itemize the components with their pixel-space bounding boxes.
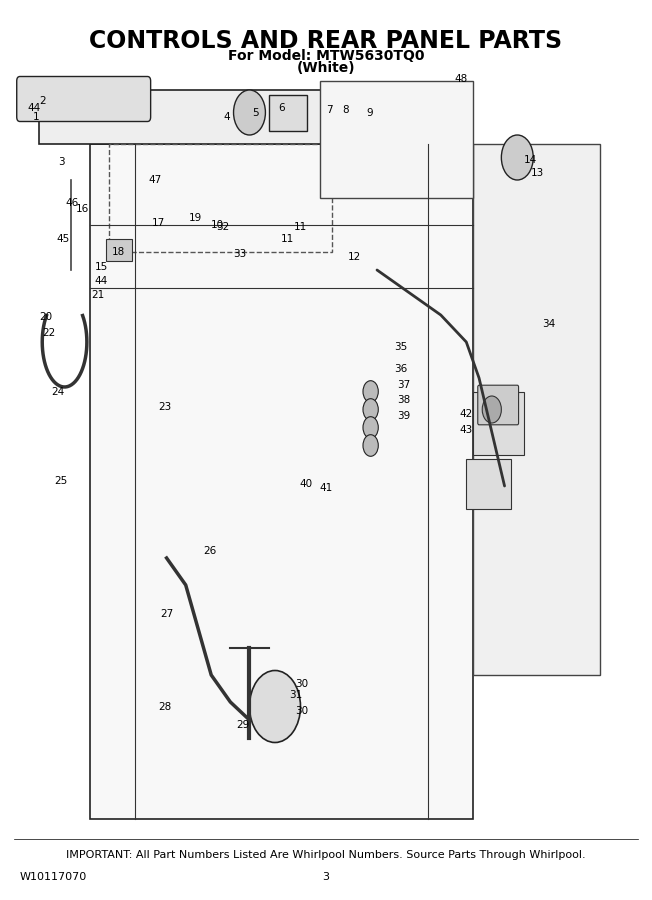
Text: 19: 19 <box>188 212 202 223</box>
Text: 24: 24 <box>52 386 65 397</box>
Text: 17: 17 <box>153 218 166 229</box>
Text: 41: 41 <box>319 482 333 493</box>
Text: 13: 13 <box>531 167 544 178</box>
FancyBboxPatch shape <box>17 76 151 122</box>
Text: 16: 16 <box>76 203 89 214</box>
Circle shape <box>250 670 301 742</box>
Text: 34: 34 <box>542 319 556 329</box>
Text: 15: 15 <box>95 262 108 273</box>
Text: 45: 45 <box>57 233 70 244</box>
Circle shape <box>363 381 378 402</box>
Text: 8: 8 <box>342 104 348 115</box>
Text: 30: 30 <box>295 679 308 689</box>
FancyBboxPatch shape <box>39 90 434 144</box>
FancyBboxPatch shape <box>466 459 511 508</box>
Text: 40: 40 <box>299 479 312 490</box>
Text: IMPORTANT: All Part Numbers Listed Are Whirlpool Numbers. Source Parts Through W: IMPORTANT: All Part Numbers Listed Are W… <box>67 850 585 860</box>
Text: 2: 2 <box>39 95 46 106</box>
Text: 5: 5 <box>252 107 259 118</box>
Text: 22: 22 <box>42 328 55 338</box>
Text: 11: 11 <box>281 233 294 244</box>
Text: 21: 21 <box>91 290 104 301</box>
Text: 32: 32 <box>216 221 230 232</box>
Text: 12: 12 <box>348 251 361 262</box>
Text: 7: 7 <box>326 104 333 115</box>
Text: 18: 18 <box>112 247 125 257</box>
Circle shape <box>233 90 265 135</box>
Text: 30: 30 <box>295 706 308 716</box>
Text: 20: 20 <box>39 311 52 322</box>
Text: (White): (White) <box>297 60 355 75</box>
Text: 23: 23 <box>158 401 172 412</box>
Text: 3: 3 <box>58 157 65 167</box>
Text: 26: 26 <box>203 545 216 556</box>
FancyBboxPatch shape <box>90 144 473 819</box>
Text: 43: 43 <box>460 425 473 436</box>
Text: For Model: MTW5630TQ0: For Model: MTW5630TQ0 <box>228 49 424 63</box>
FancyBboxPatch shape <box>478 385 518 425</box>
Text: 35: 35 <box>394 341 408 352</box>
Circle shape <box>363 435 378 456</box>
Text: 31: 31 <box>289 689 302 700</box>
Text: 39: 39 <box>397 410 410 421</box>
Text: 9: 9 <box>366 107 373 118</box>
Text: W10117070: W10117070 <box>20 872 87 883</box>
FancyBboxPatch shape <box>106 238 132 261</box>
Circle shape <box>482 396 501 423</box>
Text: 27: 27 <box>160 608 173 619</box>
Text: 10: 10 <box>211 220 224 230</box>
Text: 1: 1 <box>33 112 39 122</box>
Text: 14: 14 <box>524 155 537 166</box>
Circle shape <box>363 417 378 438</box>
FancyBboxPatch shape <box>269 94 307 130</box>
Text: 47: 47 <box>149 175 162 185</box>
FancyBboxPatch shape <box>319 81 473 198</box>
Text: 42: 42 <box>460 409 473 419</box>
Circle shape <box>501 135 533 180</box>
Text: 36: 36 <box>394 364 408 374</box>
FancyBboxPatch shape <box>473 144 600 675</box>
Text: 29: 29 <box>237 719 250 730</box>
Text: 3: 3 <box>323 872 329 883</box>
Circle shape <box>363 399 378 420</box>
Text: 48: 48 <box>454 74 468 85</box>
Text: 28: 28 <box>158 701 172 712</box>
Text: 4: 4 <box>224 112 230 122</box>
Text: 38: 38 <box>397 395 410 406</box>
Text: 11: 11 <box>294 221 307 232</box>
Text: 44: 44 <box>27 103 40 113</box>
Text: 6: 6 <box>278 103 285 113</box>
Text: 33: 33 <box>233 248 246 259</box>
Text: 44: 44 <box>95 275 108 286</box>
Text: 25: 25 <box>55 476 68 487</box>
Text: 37: 37 <box>397 380 410 391</box>
FancyBboxPatch shape <box>473 392 524 454</box>
Text: CONTROLS AND REAR PANEL PARTS: CONTROLS AND REAR PANEL PARTS <box>89 29 563 52</box>
Text: 46: 46 <box>66 197 79 208</box>
